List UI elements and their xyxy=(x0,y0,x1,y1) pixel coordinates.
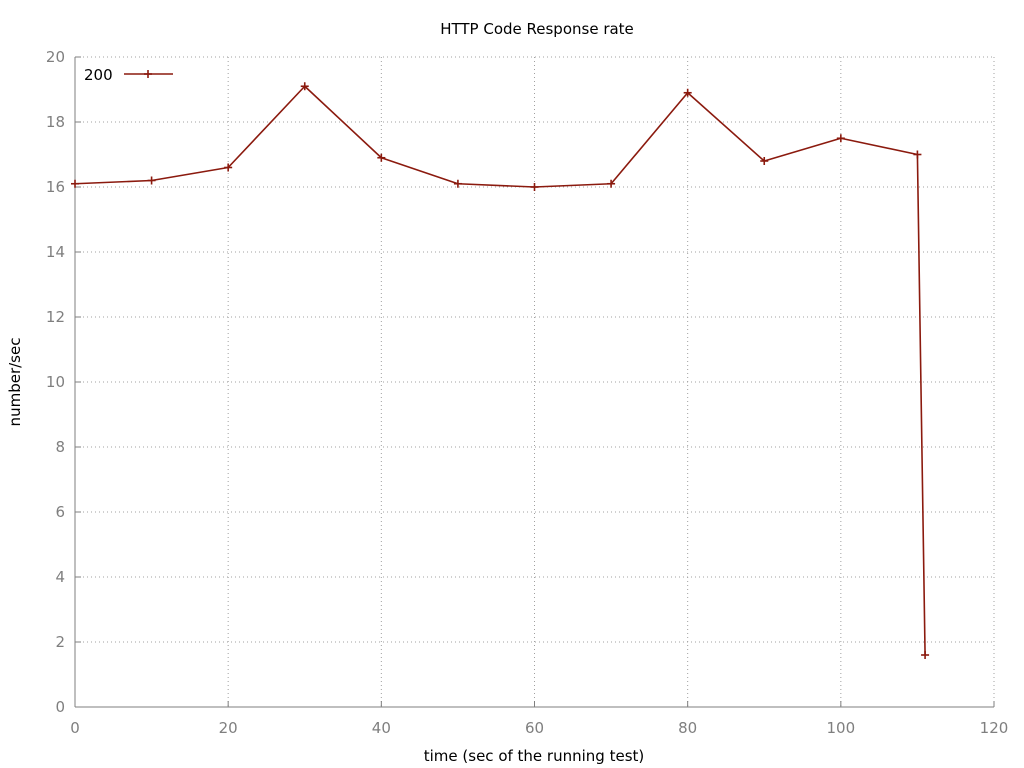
legend-marker xyxy=(144,70,152,78)
y-tick-label: 12 xyxy=(46,308,65,326)
x-tick-label: 0 xyxy=(70,719,80,737)
data-point xyxy=(71,179,79,188)
legend: 200 xyxy=(84,66,173,84)
data-point xyxy=(377,153,386,162)
chart-title: HTTP Code Response rate xyxy=(440,20,634,38)
y-tick-label: 6 xyxy=(55,503,65,521)
x-tick-label: 120 xyxy=(980,719,1009,737)
y-tick-label: 14 xyxy=(46,243,65,261)
y-tick-label: 20 xyxy=(46,48,65,66)
y-tick-label: 18 xyxy=(46,113,65,131)
data-point xyxy=(530,183,539,191)
x-tick-label: 20 xyxy=(219,719,238,737)
y-tick-label: 2 xyxy=(55,633,65,651)
y-axis-title: number/sec xyxy=(6,338,24,427)
y-tick-label: 0 xyxy=(55,698,65,716)
data-point xyxy=(836,134,845,143)
series-200 xyxy=(71,82,930,659)
y-tick-label: 4 xyxy=(55,568,65,586)
data-point xyxy=(683,88,692,97)
data-point xyxy=(300,82,309,91)
data-point xyxy=(913,150,922,159)
data-point xyxy=(921,651,930,659)
data-point xyxy=(224,163,233,172)
data-point xyxy=(147,176,156,185)
data-point xyxy=(760,157,769,165)
data-point xyxy=(607,179,616,188)
x-tick-label: 80 xyxy=(678,719,697,737)
y-tick-label: 8 xyxy=(55,438,65,456)
x-tick-label: 60 xyxy=(525,719,544,737)
series-layer xyxy=(71,82,930,659)
legend-label: 200 xyxy=(84,66,113,84)
x-axis-title: time (sec of the running test) xyxy=(424,747,645,765)
data-point xyxy=(453,179,462,188)
axes xyxy=(74,56,995,708)
x-tick-label: 100 xyxy=(827,719,856,737)
tick-labels: 0 20 40 60 80 100 120 0 2 4 6 8 10 12 14 16 18 20 xyxy=(46,48,1008,737)
x-tick-label: 40 xyxy=(372,719,391,737)
y-tick-label: 16 xyxy=(46,178,65,196)
y-tick-label: 10 xyxy=(46,373,65,391)
